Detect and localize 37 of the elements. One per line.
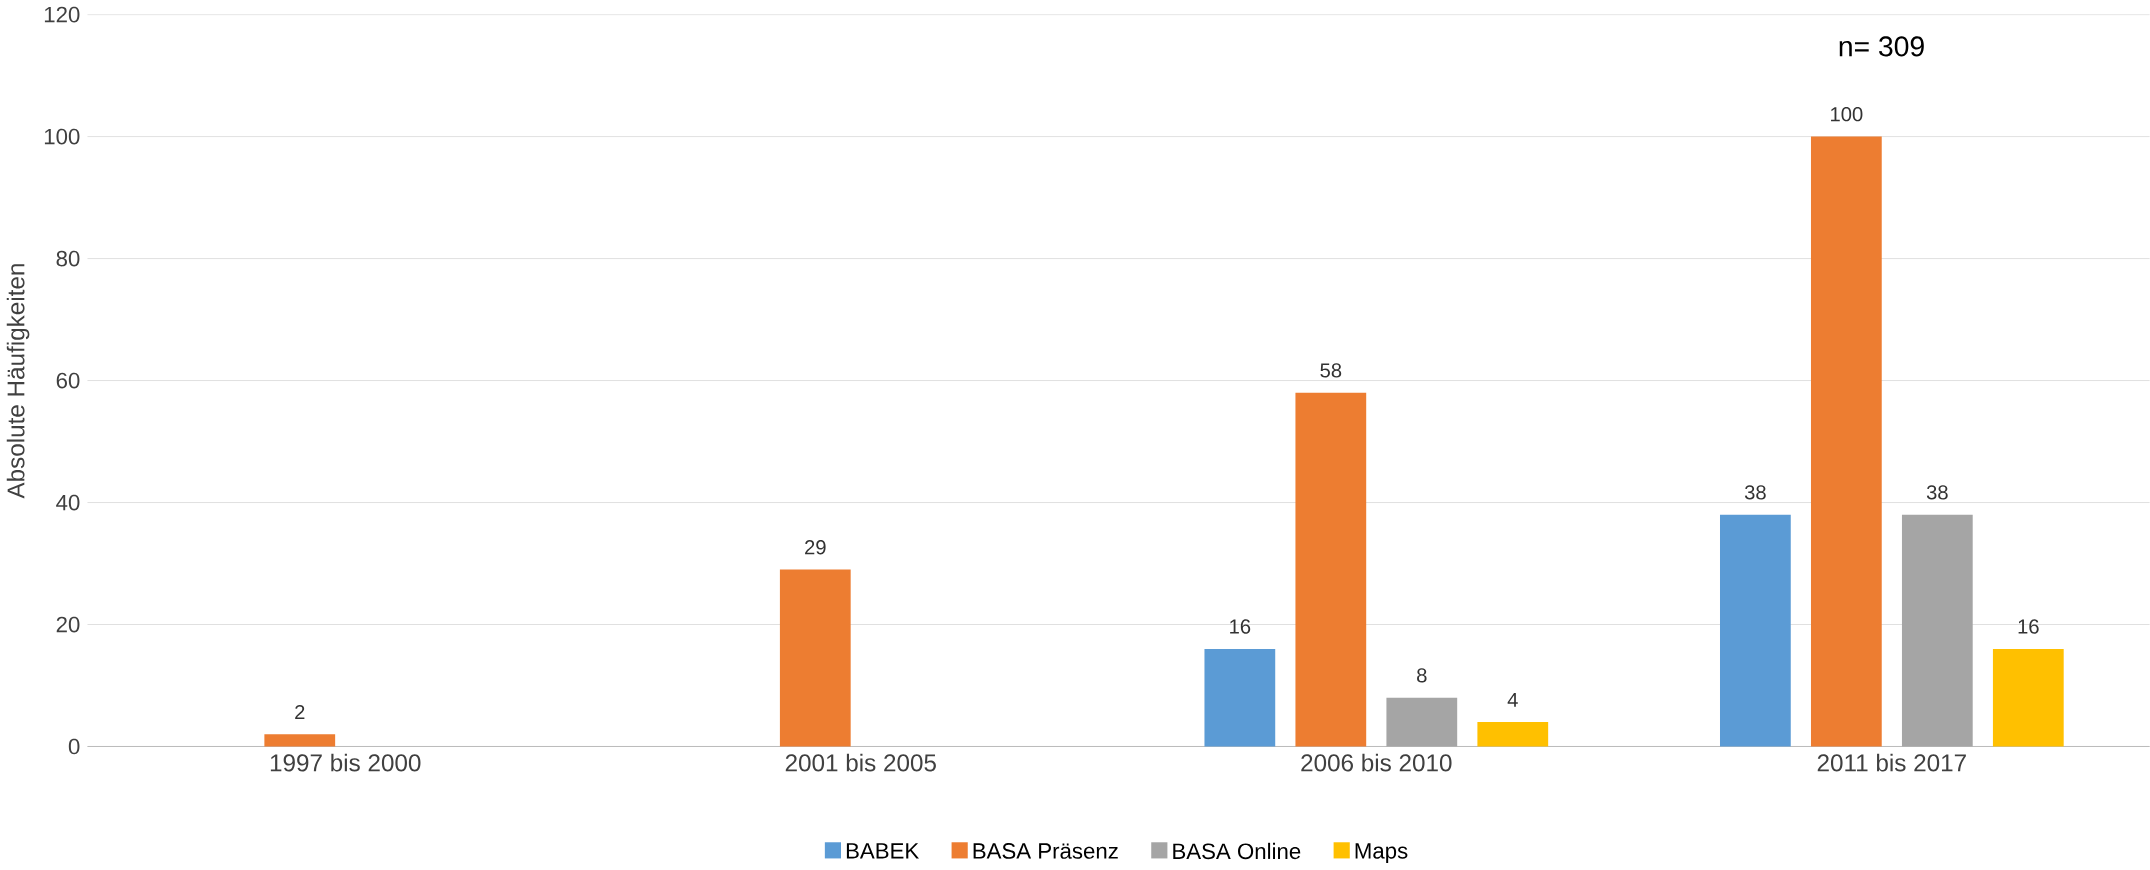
bar [1992,648,2064,747]
y-tick-label: 120 [44,6,80,23]
bar [1901,514,1973,747]
data-label: 38 [1744,485,1766,500]
data-label: 100 [1831,107,1863,122]
legend-label: Maps [1355,843,1408,864]
y-tick-label: 80 [56,250,80,267]
legend-label: BASA Präsenz [973,843,1118,859]
bar [264,734,336,747]
bar [1810,136,1882,747]
x-tick-label: 2001 bis 2005 [785,753,936,772]
annotation: n= 309 [1839,36,1924,57]
data-label: 29 [805,540,826,555]
data-label: 2 [295,704,305,720]
data-label: 4 [1507,692,1518,707]
bar [1386,697,1458,747]
legend-label: BASA Online [1173,842,1301,860]
y-tick-label: 20 [56,616,80,633]
data-label: 58 [1320,363,1342,378]
data-label: 38 [1926,485,1948,500]
y-axis-title: Absolute Häufigkeiten [6,264,30,499]
data-label: 16 [2018,619,2039,634]
legend-label: BABEK [846,843,919,859]
x-tick-label: 2006 bis 2010 [1301,753,1452,772]
y-tick-label: 0 [68,738,80,755]
data-label: 16 [1230,619,1251,634]
x-tick-label: 2011 bis 2017 [1817,753,1966,772]
bar [1719,514,1791,747]
x-tick-label: 1997 bis 2000 [270,753,421,772]
y-tick-label: 60 [56,372,80,389]
bar [1295,392,1367,747]
bar [1204,648,1276,747]
bar [1477,722,1549,747]
y-tick-label: 40 [56,494,80,511]
bar [779,569,851,747]
y-tick-label: 100 [44,128,80,145]
data-label: 8 [1417,668,1427,683]
